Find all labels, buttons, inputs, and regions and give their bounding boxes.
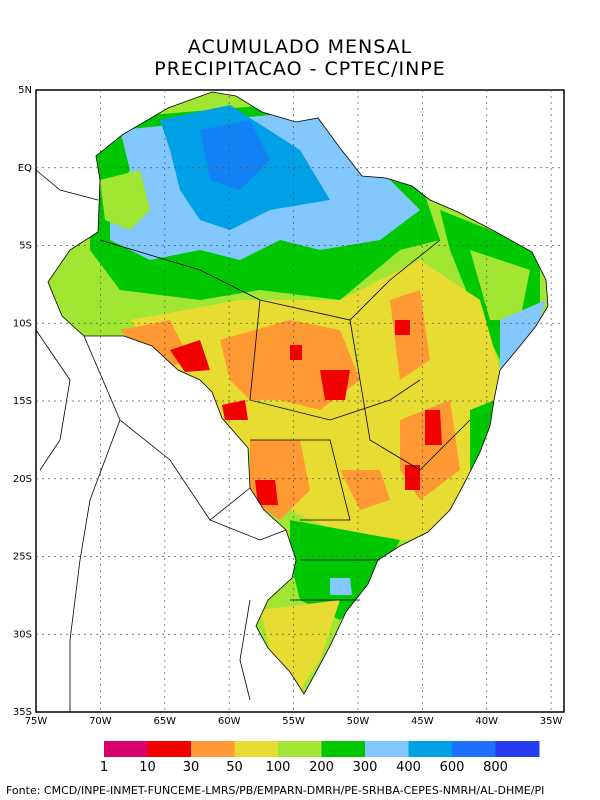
boundary-lines: [35, 91, 549, 712]
map-title-line2: PRECIPITACAO - CPTEC/INPE: [154, 58, 446, 80]
longitude-label: 55W: [282, 716, 305, 727]
latitude-label: 5S: [19, 241, 32, 252]
legend-label: 200: [309, 760, 334, 775]
legend-label: 30: [183, 760, 200, 775]
legend-swatch: [191, 741, 235, 757]
longitude-label: 70W: [89, 716, 112, 727]
longitude-labels: 75W 70W 65W 60W 55W 50W 45W 40W 35W: [25, 716, 563, 727]
legend-label: 800: [483, 760, 508, 775]
longitude-label: 75W: [25, 716, 48, 727]
longitude-label: 50W: [347, 716, 370, 727]
legend: 1 10 30 50 100 200 300 400 600 800: [100, 741, 540, 775]
longitude-label: 60W: [218, 716, 241, 727]
legend-swatch: [365, 741, 409, 757]
legend-swatch: [278, 741, 322, 757]
legend-swatch: [452, 741, 496, 757]
latitude-labels: 5N EQ 5S 10S 15S 20S 25S 30S 35S: [13, 85, 32, 718]
legend-label: 1: [100, 760, 108, 775]
legend-swatch: [321, 741, 366, 757]
legend-swatch: [147, 741, 192, 757]
legend-swatch: [495, 741, 540, 757]
latitude-label: EQ: [18, 163, 32, 174]
latitude-label: 30S: [13, 629, 32, 640]
legend-label: 400: [396, 760, 421, 775]
map-title-line1: ACUMULADO MENSAL: [187, 36, 413, 58]
legend-swatch: [234, 741, 279, 757]
legend-swatch: [408, 741, 453, 757]
longitude-label: 40W: [475, 716, 498, 727]
legend-label: 300: [353, 760, 378, 775]
latitude-label: 15S: [13, 396, 32, 407]
legend-swatch: [104, 741, 148, 757]
legend-label: 50: [226, 760, 243, 775]
legend-label: 100: [266, 760, 291, 775]
latitude-label: 5N: [18, 85, 32, 96]
latitude-label: 10S: [13, 318, 32, 329]
latitude-label: 25S: [13, 552, 32, 563]
legend-label: 600: [440, 760, 465, 775]
legend-label: 10: [139, 760, 156, 775]
latitude-label: 20S: [13, 474, 32, 485]
latitude-label: 35S: [13, 707, 32, 718]
source-footer: Fonte: CMCD/INPE-INMET-FUNCEME-LMRS/PB/E…: [6, 784, 545, 797]
graticule: [36, 90, 564, 712]
longitude-label: 35W: [540, 716, 563, 727]
longitude-label: 65W: [153, 716, 176, 727]
longitude-label: 45W: [411, 716, 434, 727]
